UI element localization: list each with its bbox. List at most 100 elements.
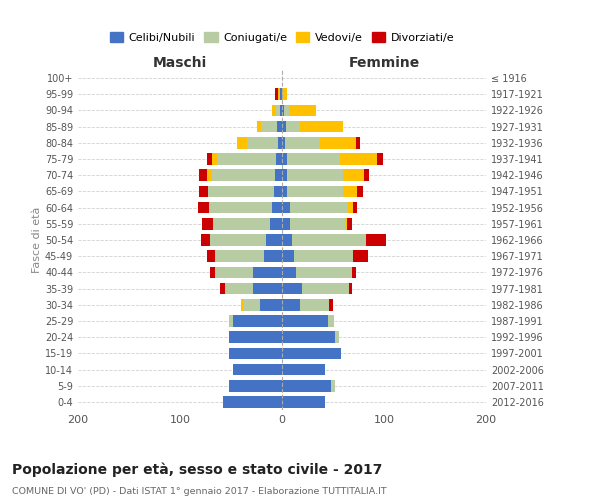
Bar (276, 104, 280, 117)
Bar (282, 202, 290, 213)
Bar (282, 234, 292, 246)
Bar (301, 121, 343, 132)
Bar (272, 202, 282, 213)
Bar (206, 153, 212, 165)
Bar (358, 186, 362, 198)
Bar (253, 266, 282, 278)
Bar (260, 121, 277, 132)
Bar (199, 186, 208, 198)
Bar (282, 121, 286, 132)
Bar (328, 315, 334, 327)
Bar (282, 170, 287, 181)
Bar (199, 202, 209, 213)
Bar (215, 250, 263, 262)
Bar (225, 282, 253, 294)
Legend: Celibi/Nubili, Coniugati/e, Vedovi/e, Divorziati/e: Celibi/Nubili, Coniugati/e, Vedovi/e, Di… (106, 28, 458, 48)
Bar (199, 170, 206, 181)
Bar (320, 137, 356, 148)
Bar (243, 299, 260, 310)
Bar (282, 218, 290, 230)
Bar (280, 104, 282, 117)
Bar (340, 153, 377, 165)
Bar (302, 282, 349, 294)
Bar (345, 218, 347, 230)
Bar (365, 234, 386, 246)
Bar (212, 218, 270, 230)
Bar (282, 332, 335, 343)
Bar (284, 104, 289, 117)
Bar (364, 170, 369, 181)
Bar (270, 218, 282, 230)
Bar (352, 266, 356, 278)
Text: Maschi: Maschi (153, 56, 207, 70)
Bar (229, 348, 282, 359)
Bar (257, 121, 260, 132)
Bar (276, 153, 282, 165)
Bar (206, 170, 212, 181)
Bar (292, 234, 365, 246)
Bar (289, 104, 316, 117)
Bar (282, 299, 301, 310)
Bar (280, 88, 282, 100)
Bar (209, 266, 215, 278)
Bar (277, 121, 282, 132)
Text: Femmine: Femmine (349, 56, 419, 70)
Bar (353, 250, 368, 262)
Bar (278, 88, 280, 100)
Bar (353, 202, 358, 213)
Bar (290, 202, 349, 213)
Bar (282, 250, 294, 262)
Bar (202, 218, 212, 230)
Bar (356, 137, 359, 148)
Bar (282, 88, 287, 100)
Bar (296, 266, 352, 278)
Bar (282, 380, 331, 392)
Bar (301, 299, 329, 310)
Bar (229, 315, 233, 327)
Bar (349, 282, 352, 294)
Bar (247, 137, 278, 148)
Bar (290, 218, 345, 230)
Bar (275, 88, 278, 100)
Bar (223, 396, 282, 407)
Bar (215, 266, 253, 278)
Bar (253, 282, 282, 294)
Bar (331, 380, 335, 392)
Bar (347, 218, 352, 230)
Bar (263, 250, 282, 262)
Bar (285, 137, 320, 148)
Bar (233, 315, 282, 327)
Bar (212, 170, 275, 181)
Bar (282, 315, 328, 327)
Bar (343, 170, 364, 181)
Bar (212, 153, 217, 165)
Text: Popolazione per età, sesso e stato civile - 2017: Popolazione per età, sesso e stato civil… (12, 462, 382, 477)
Bar (266, 234, 282, 246)
Bar (282, 266, 296, 278)
Bar (282, 153, 287, 165)
Bar (286, 121, 301, 132)
Bar (287, 186, 343, 198)
Bar (208, 186, 274, 198)
Bar (275, 170, 282, 181)
Bar (348, 202, 353, 213)
Bar (282, 282, 302, 294)
Bar (237, 137, 247, 148)
Bar (335, 332, 339, 343)
Bar (282, 348, 341, 359)
Bar (274, 186, 282, 198)
Bar (329, 299, 333, 310)
Bar (282, 137, 285, 148)
Bar (282, 104, 284, 117)
Bar (260, 299, 282, 310)
Bar (287, 170, 343, 181)
Bar (229, 380, 282, 392)
Bar (241, 299, 243, 310)
Bar (233, 364, 282, 376)
Bar (287, 153, 340, 165)
Bar (377, 153, 383, 165)
Bar (282, 186, 287, 198)
Bar (209, 202, 272, 213)
Bar (278, 137, 282, 148)
Bar (206, 250, 215, 262)
